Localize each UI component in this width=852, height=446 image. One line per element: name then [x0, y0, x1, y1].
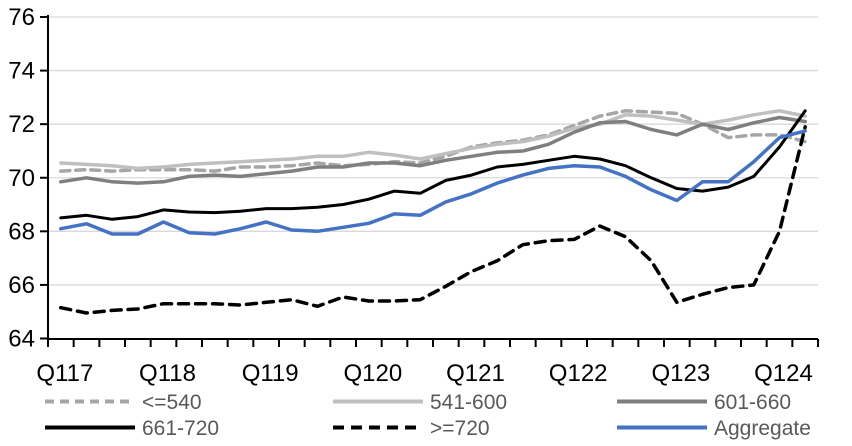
series-line-5	[59, 129, 807, 236]
legend-label-1: 541-600	[430, 391, 507, 414]
y-axis-label: 66	[8, 272, 35, 299]
legend-label-3: 661-720	[142, 417, 219, 440]
x-axis-label: Q117	[36, 360, 93, 387]
legend-label-5: Aggregate	[714, 417, 811, 440]
series-line-4	[59, 125, 807, 315]
y-axis-label: 76	[8, 4, 35, 31]
legend-label-0: <=540	[142, 391, 202, 414]
legend-label-2: 601-660	[714, 391, 791, 414]
y-axis-label: 64	[8, 326, 35, 353]
x-axis-label: Q118	[139, 360, 196, 387]
x-axis-label: Q120	[343, 360, 402, 387]
y-axis-label: 72	[8, 111, 35, 138]
series-line-1	[59, 109, 807, 171]
x-axis-label: Q119	[242, 360, 299, 387]
y-axis-label: 70	[8, 165, 35, 192]
y-axis-label: 68	[8, 218, 35, 245]
x-axis-label: Q124	[754, 360, 813, 387]
series-line-3	[59, 109, 807, 221]
series-line-0	[59, 109, 807, 173]
series-line-2	[59, 115, 807, 185]
x-axis-label: Q123	[651, 360, 710, 387]
legend-label-4: >=720	[430, 417, 490, 440]
x-axis-label: Q122	[549, 360, 608, 387]
x-axis-label: Q121	[446, 360, 505, 387]
y-axis-label: 74	[8, 58, 35, 85]
